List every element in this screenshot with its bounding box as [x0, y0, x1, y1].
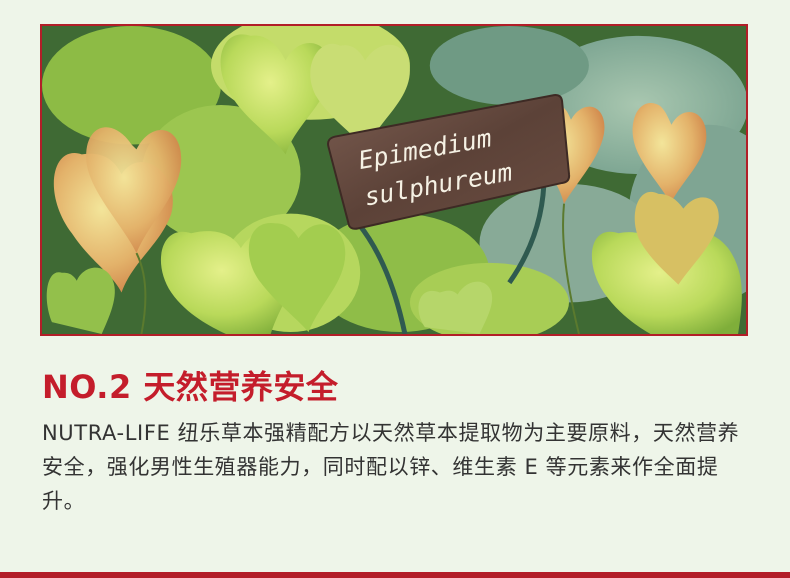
epimedium-plant-image: Epimedium sulphureum	[42, 26, 746, 334]
bottom-divider	[0, 572, 790, 578]
section-heading: NO.2 天然营养安全	[42, 368, 339, 406]
section-body-text: NUTRA-LIFE 纽乐草本强精配方以天然草本提取物为主要原料，天然营养安全，…	[42, 421, 740, 513]
plant-photo: Epimedium sulphureum	[40, 24, 748, 336]
plant-label-sign	[327, 93, 571, 230]
